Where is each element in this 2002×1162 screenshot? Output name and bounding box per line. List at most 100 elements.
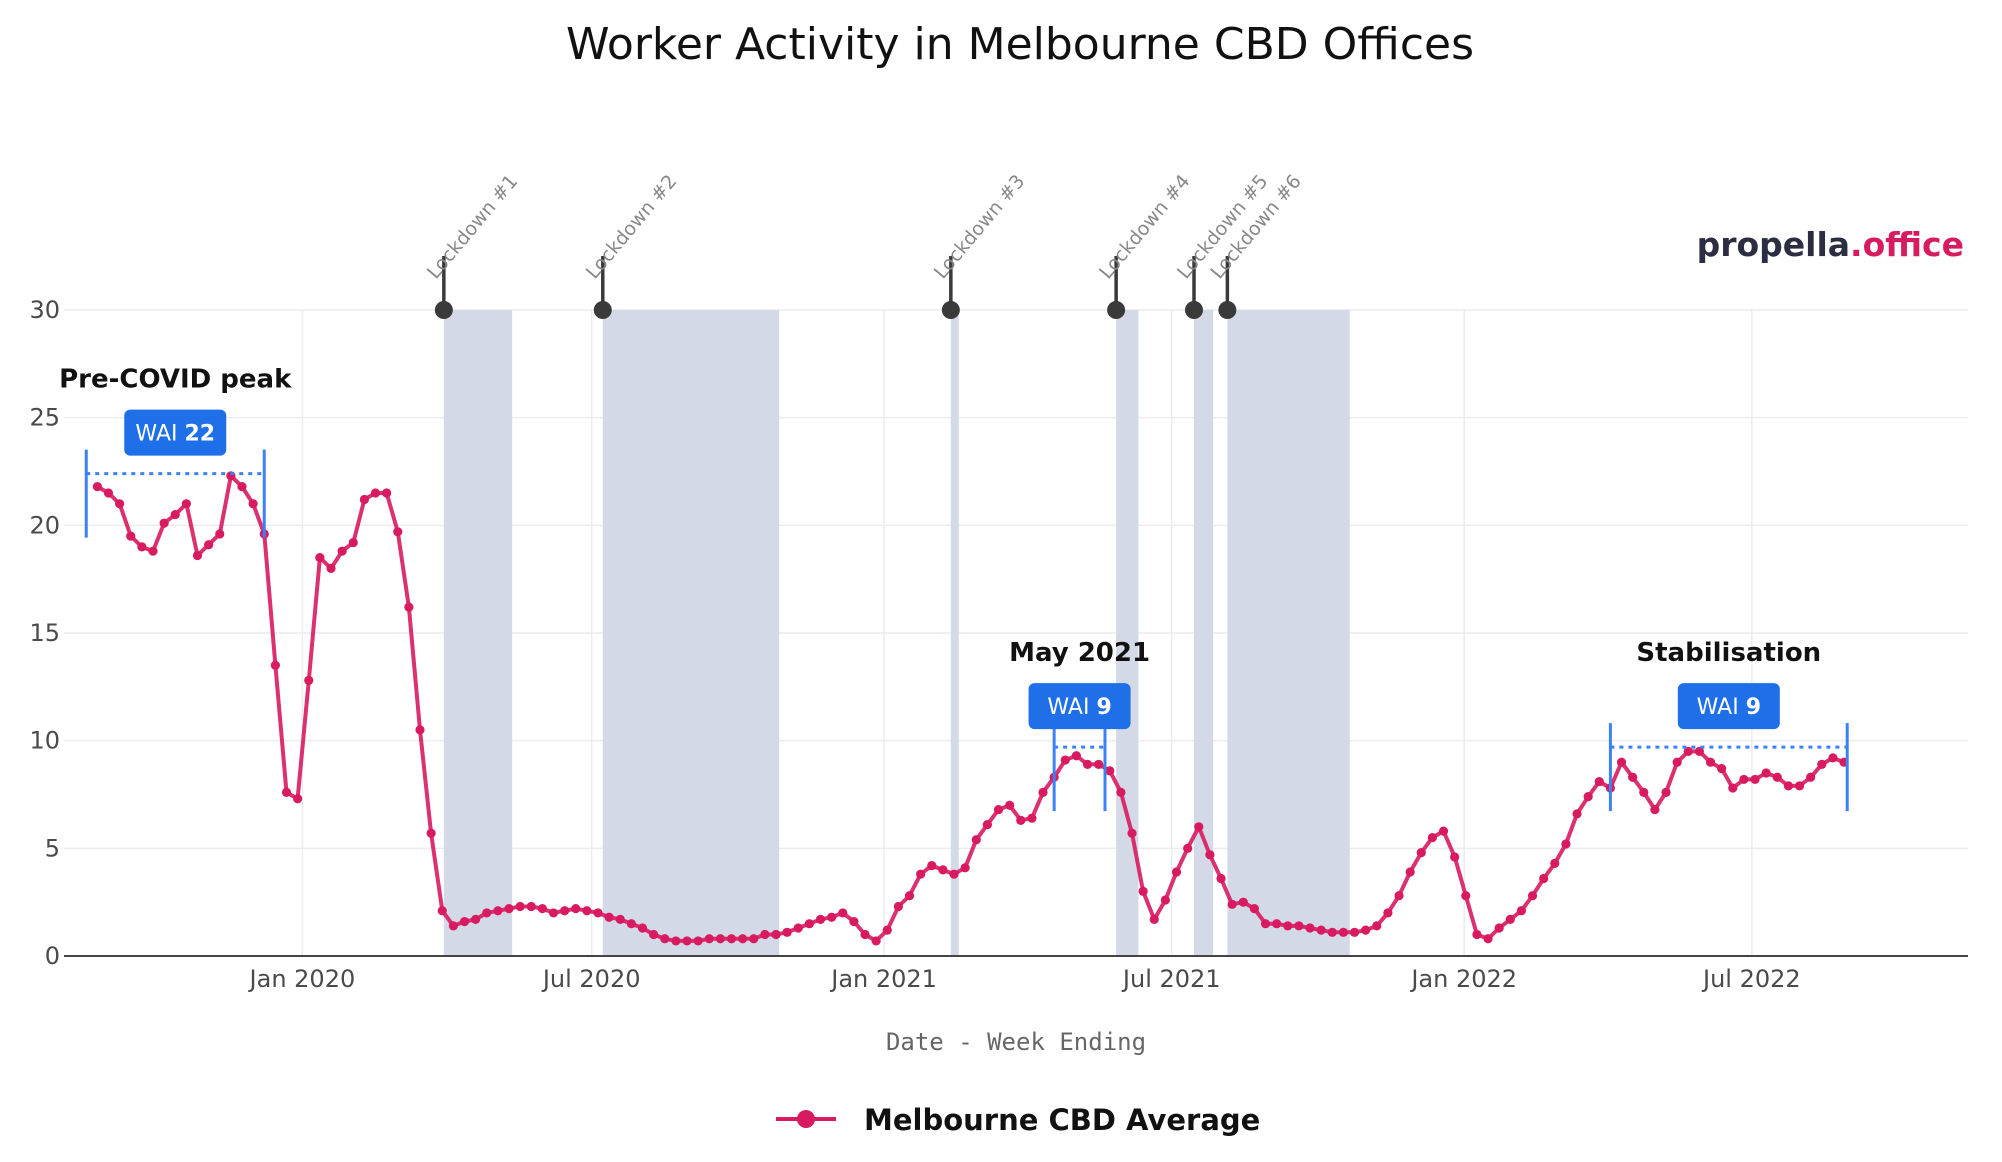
data-point	[849, 916, 859, 927]
data-point	[1416, 848, 1426, 858]
wai-badge-text: WAI 22	[135, 422, 215, 447]
data-point	[738, 934, 748, 944]
lockdown-label: Lockdown #1	[423, 171, 523, 284]
data-point	[482, 908, 492, 918]
data-point	[1572, 809, 1582, 819]
data-point	[1005, 800, 1015, 810]
y-tick-label: 20	[29, 511, 60, 539]
data-point	[1283, 921, 1293, 931]
data-point	[815, 914, 826, 924]
chart-title: Worker Activity in Melbourne CBD Offices	[566, 19, 1474, 70]
data-point	[393, 527, 403, 537]
data-point	[938, 865, 948, 875]
data-point	[1338, 927, 1348, 937]
data-point	[370, 488, 381, 498]
data-point	[304, 675, 314, 685]
y-tick-label: 30	[29, 296, 60, 324]
data-point	[437, 906, 447, 916]
data-point	[1082, 759, 1093, 769]
data-point	[1594, 776, 1604, 787]
data-point	[1060, 755, 1070, 765]
data-point	[137, 542, 147, 552]
data-point	[582, 906, 592, 916]
data-point	[548, 908, 559, 918]
data-point	[1483, 934, 1493, 944]
x-tick-label: Jan 2021	[829, 965, 937, 993]
wai-badge-value: 9	[1746, 695, 1761, 720]
data-point	[1661, 787, 1671, 797]
x-tick-label: Jan 2022	[1409, 965, 1517, 993]
data-point	[1616, 757, 1627, 767]
data-point	[215, 529, 225, 539]
y-tick-label: 10	[29, 727, 60, 755]
wai-badge-value: 22	[184, 422, 215, 447]
data-point	[1105, 766, 1115, 776]
axes: 0 5 10 15 20 25 30 Jan 2020 Jul 2020 Jan 2021 Jul …	[29, 296, 1968, 993]
data-point	[1794, 781, 1805, 791]
data-point	[1249, 904, 1259, 914]
gridlines	[64, 309, 1968, 956]
data-point	[1394, 891, 1404, 901]
series-layer	[92, 471, 1849, 946]
lockdown-band	[602, 310, 780, 956]
data-point	[860, 929, 870, 940]
data-point	[1016, 815, 1026, 825]
data-point	[671, 936, 681, 946]
data-point	[726, 934, 737, 944]
lockdown-pin-head	[1218, 301, 1237, 319]
data-point	[1516, 906, 1527, 916]
brand-suffix: .office	[1850, 225, 1964, 264]
data-point	[782, 927, 792, 937]
data-point	[1550, 858, 1560, 869]
x-tick-label: Jul 2022	[1701, 965, 1801, 993]
data-point	[1472, 929, 1482, 940]
data-point	[426, 828, 436, 838]
data-point	[92, 481, 102, 492]
data-point	[1650, 804, 1660, 815]
data-point	[1349, 927, 1360, 937]
data-point	[1505, 914, 1515, 924]
data-point	[537, 904, 547, 914]
legend-label: Melbourne CBD Average	[864, 1103, 1260, 1137]
data-point	[126, 531, 136, 541]
data-point	[715, 934, 725, 944]
data-point	[827, 912, 837, 922]
data-point	[1583, 792, 1593, 802]
x-tick-label: Jan 2020	[248, 965, 356, 993]
legend[interactable]: Melbourne CBD Average	[776, 1103, 1260, 1137]
wai-badge-prefix: WAI	[1697, 695, 1746, 720]
y-tick-label: 5	[45, 834, 60, 862]
data-point	[1216, 873, 1226, 884]
data-point	[649, 929, 659, 940]
wai-badge	[124, 409, 227, 456]
data-point	[760, 929, 770, 940]
y-tick-label: 15	[29, 619, 60, 647]
data-point	[1205, 850, 1215, 860]
data-point	[693, 936, 703, 946]
data-point	[170, 509, 180, 520]
data-point	[1717, 764, 1727, 774]
lockdown-band	[1227, 310, 1350, 956]
wai-badge-prefix: WAI	[1047, 695, 1096, 720]
data-point	[1494, 923, 1504, 933]
data-point	[471, 914, 481, 924]
data-point	[1405, 867, 1415, 877]
data-point	[1828, 753, 1838, 763]
data-point	[1138, 886, 1148, 897]
data-point	[448, 921, 458, 931]
data-point	[493, 906, 503, 916]
lockdown-label: Lockdown #3	[930, 171, 1030, 284]
data-point	[1260, 919, 1271, 929]
data-point	[1806, 772, 1816, 782]
data-point	[459, 916, 470, 927]
data-point	[604, 912, 614, 922]
data-point	[192, 550, 203, 561]
brand-logo: propella.office	[1697, 225, 1964, 264]
data-point	[1561, 839, 1571, 849]
data-point	[115, 499, 125, 509]
wai-badge-value: 9	[1096, 695, 1111, 720]
data-point	[181, 499, 191, 509]
data-point	[1238, 897, 1248, 907]
data-point	[882, 925, 892, 935]
data-point	[1127, 828, 1137, 838]
